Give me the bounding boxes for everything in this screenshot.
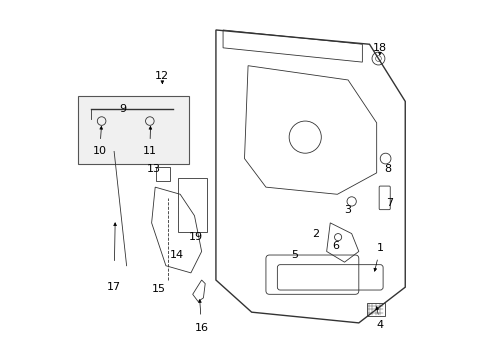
Text: 3: 3 bbox=[344, 205, 351, 215]
Text: 5: 5 bbox=[290, 250, 297, 260]
FancyBboxPatch shape bbox=[78, 96, 189, 164]
Text: 2: 2 bbox=[312, 229, 319, 239]
Text: 11: 11 bbox=[142, 147, 157, 157]
Text: 7: 7 bbox=[385, 198, 392, 208]
Text: 13: 13 bbox=[146, 164, 160, 174]
Text: 18: 18 bbox=[372, 43, 386, 53]
Text: 4: 4 bbox=[376, 320, 383, 330]
Text: 12: 12 bbox=[155, 71, 169, 81]
Text: 6: 6 bbox=[331, 241, 338, 251]
Text: 17: 17 bbox=[107, 282, 121, 292]
Text: 10: 10 bbox=[93, 147, 106, 157]
Text: 8: 8 bbox=[383, 164, 390, 174]
Text: 1: 1 bbox=[376, 243, 383, 253]
Text: 15: 15 bbox=[151, 284, 165, 294]
Text: 14: 14 bbox=[169, 250, 183, 260]
Text: 16: 16 bbox=[194, 323, 208, 333]
Text: 19: 19 bbox=[189, 232, 203, 242]
Text: 9: 9 bbox=[119, 104, 126, 113]
